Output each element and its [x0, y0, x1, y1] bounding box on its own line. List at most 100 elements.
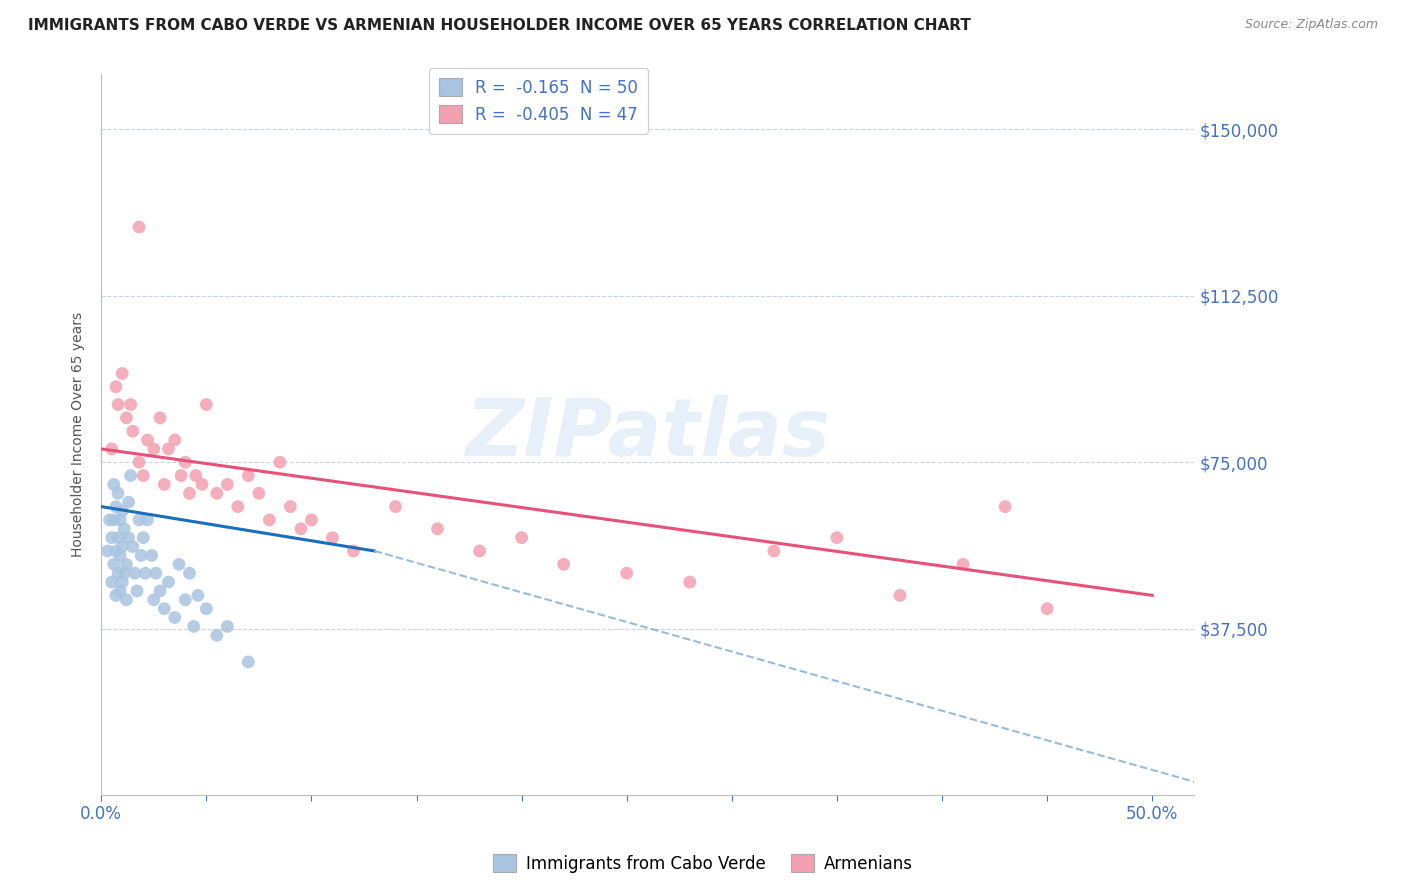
Point: [179, 566, 201, 581]
Point: [134, 566, 156, 581]
Point: [121, 540, 143, 554]
Point: [217, 477, 239, 491]
Point: [187, 588, 209, 602]
Point: [104, 500, 127, 514]
Point: [107, 398, 129, 412]
Point: [259, 513, 281, 527]
Point: [142, 442, 165, 456]
Y-axis label: Householder Income Over 65 years: Householder Income Over 65 years: [72, 312, 86, 558]
Point: [247, 486, 270, 500]
Point: [108, 513, 131, 527]
Point: [112, 522, 135, 536]
Point: [117, 531, 139, 545]
Point: [98, 513, 121, 527]
Point: [149, 583, 172, 598]
Point: [103, 513, 125, 527]
Point: [108, 549, 131, 563]
Point: [825, 531, 848, 545]
Point: [103, 558, 125, 572]
Point: [107, 531, 129, 545]
Point: [299, 513, 322, 527]
Point: [170, 468, 193, 483]
Point: [994, 500, 1017, 514]
Point: [290, 522, 312, 536]
Point: [112, 566, 135, 581]
Point: [136, 433, 159, 447]
Point: [157, 575, 180, 590]
Point: [132, 468, 155, 483]
Point: [117, 495, 139, 509]
Point: [111, 504, 134, 518]
Legend: R =  -0.165  N = 50, R =  -0.405  N = 47: R = -0.165 N = 50, R = -0.405 N = 47: [429, 68, 648, 134]
Point: [121, 424, 143, 438]
Point: [128, 455, 150, 469]
Point: [145, 566, 167, 581]
Point: [280, 500, 302, 514]
Point: [195, 398, 218, 412]
Point: [107, 486, 129, 500]
Point: [115, 410, 138, 425]
Point: [167, 558, 190, 572]
Point: [149, 410, 172, 425]
Point: [157, 442, 180, 456]
Point: [163, 433, 186, 447]
Point: [115, 558, 138, 572]
Point: [553, 558, 575, 572]
Point: [174, 455, 197, 469]
Point: [104, 544, 127, 558]
Point: [132, 531, 155, 545]
Point: [342, 544, 364, 558]
Point: [163, 610, 186, 624]
Point: [183, 619, 205, 633]
Point: [191, 477, 214, 491]
Point: [174, 592, 197, 607]
Point: [889, 588, 911, 602]
Point: [104, 588, 127, 602]
Point: [107, 566, 129, 581]
Point: [111, 575, 134, 590]
Point: [952, 558, 974, 572]
Point: [100, 531, 122, 545]
Point: [128, 220, 150, 235]
Point: [104, 380, 127, 394]
Point: [179, 486, 201, 500]
Point: [238, 655, 260, 669]
Point: [205, 486, 228, 500]
Text: IMMIGRANTS FROM CABO VERDE VS ARMENIAN HOUSEHOLDER INCOME OVER 65 YEARS CORRELAT: IMMIGRANTS FROM CABO VERDE VS ARMENIAN H…: [28, 18, 972, 33]
Point: [100, 575, 122, 590]
Point: [426, 522, 449, 536]
Point: [321, 531, 343, 545]
Point: [124, 566, 146, 581]
Point: [141, 549, 163, 563]
Point: [762, 544, 785, 558]
Point: [111, 367, 134, 381]
Legend: Immigrants from Cabo Verde, Armenians: Immigrants from Cabo Verde, Armenians: [486, 847, 920, 880]
Point: [96, 544, 118, 558]
Point: [384, 500, 406, 514]
Point: [184, 468, 207, 483]
Point: [217, 619, 239, 633]
Point: [1036, 601, 1059, 615]
Point: [100, 442, 122, 456]
Point: [136, 513, 159, 527]
Point: [120, 398, 142, 412]
Point: [125, 583, 148, 598]
Point: [142, 592, 165, 607]
Point: [120, 468, 142, 483]
Point: [238, 468, 260, 483]
Point: [226, 500, 249, 514]
Point: [153, 601, 176, 615]
Text: Source: ZipAtlas.com: Source: ZipAtlas.com: [1244, 18, 1378, 31]
Point: [510, 531, 533, 545]
Point: [195, 601, 218, 615]
Point: [616, 566, 638, 581]
Point: [129, 549, 152, 563]
Point: [108, 583, 131, 598]
Point: [269, 455, 291, 469]
Point: [205, 628, 228, 642]
Text: ZIPatlas: ZIPatlas: [465, 395, 831, 474]
Point: [128, 513, 150, 527]
Point: [153, 477, 176, 491]
Point: [115, 592, 138, 607]
Point: [468, 544, 491, 558]
